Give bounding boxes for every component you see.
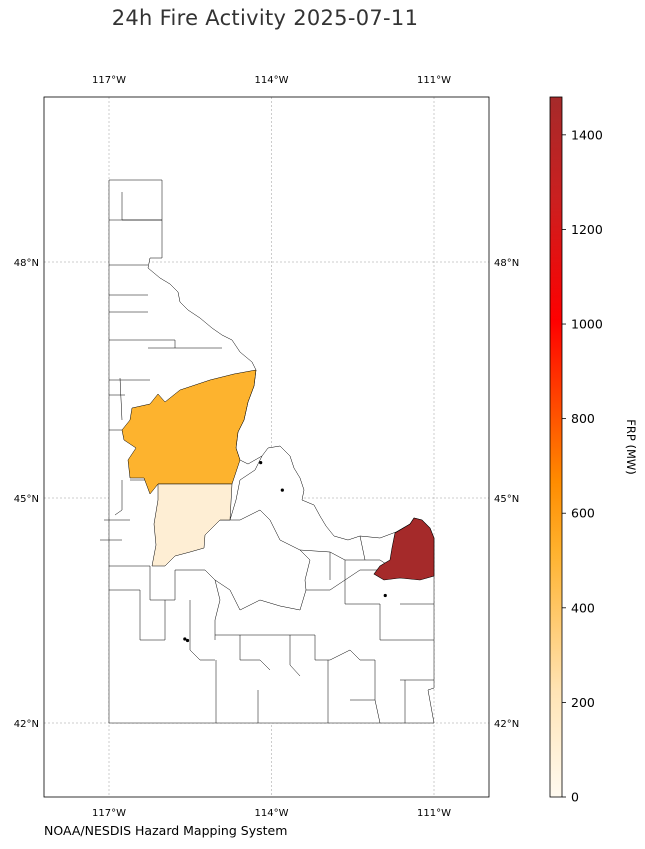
fire-detection-point <box>383 593 387 598</box>
colorbar <box>549 96 563 798</box>
colorbar-tick-label: 1400 <box>571 127 603 142</box>
colorbar-tick-label: 400 <box>571 600 595 615</box>
colorbar-tick-label: 800 <box>571 411 595 426</box>
fire-detections <box>183 461 387 643</box>
longitude-labels-top: 117°W 114°W 111°W <box>92 75 451 86</box>
colorbar-tick-label: 1200 <box>571 222 603 237</box>
colorbar-tick-label: 0 <box>571 790 579 805</box>
county-boundaries <box>100 179 435 724</box>
colorbar-tick-label: 600 <box>571 506 595 521</box>
fire-detection-point <box>183 637 187 641</box>
lon-tick-label-top: 114°W <box>255 75 289 86</box>
colorbar-label: FRP (MW) <box>624 419 638 474</box>
county-idaho-fill <box>121 369 257 495</box>
lat-tick-label-right: 42°N <box>494 719 519 730</box>
lon-tick-label-bottom: 114°W <box>255 808 289 819</box>
fire-detection-point <box>280 488 284 492</box>
lat-tick-label-left: 45°N <box>14 494 39 505</box>
latitude-labels-left: 48°N 45°N 42°N <box>14 258 39 730</box>
lon-tick-label-top: 111°W <box>417 75 451 86</box>
lon-tick-label-bottom: 111°W <box>417 808 451 819</box>
colorbar-tick-label: 200 <box>571 695 595 710</box>
fire-detection-point <box>259 461 263 465</box>
lat-tick-label-left: 48°N <box>14 258 39 269</box>
fire-detection-point <box>185 638 190 643</box>
map-frame <box>43 96 490 798</box>
lon-tick-label-top: 117°W <box>92 75 126 86</box>
lat-tick-label-right: 45°N <box>494 494 519 505</box>
latitude-labels-right: 48°N 45°N 42°N <box>494 258 519 730</box>
colorbar-tick-label: 1000 <box>571 317 603 332</box>
data-source-credit: NOAA/NESDIS Hazard Mapping System <box>44 823 288 838</box>
lon-tick-label-bottom: 117°W <box>92 808 126 819</box>
map-title: 24h Fire Activity 2025-07-11 <box>111 6 419 30</box>
lat-tick-label-left: 42°N <box>14 719 39 730</box>
county-fremont-fill <box>373 517 435 581</box>
colorbar-ticks: 0 200 400 600 800 1000 1200 1400 <box>562 127 603 805</box>
lat-tick-label-right: 48°N <box>494 258 519 269</box>
longitude-labels-bottom: 117°W 114°W 111°W <box>92 808 451 819</box>
county-valley-fill <box>151 483 233 567</box>
